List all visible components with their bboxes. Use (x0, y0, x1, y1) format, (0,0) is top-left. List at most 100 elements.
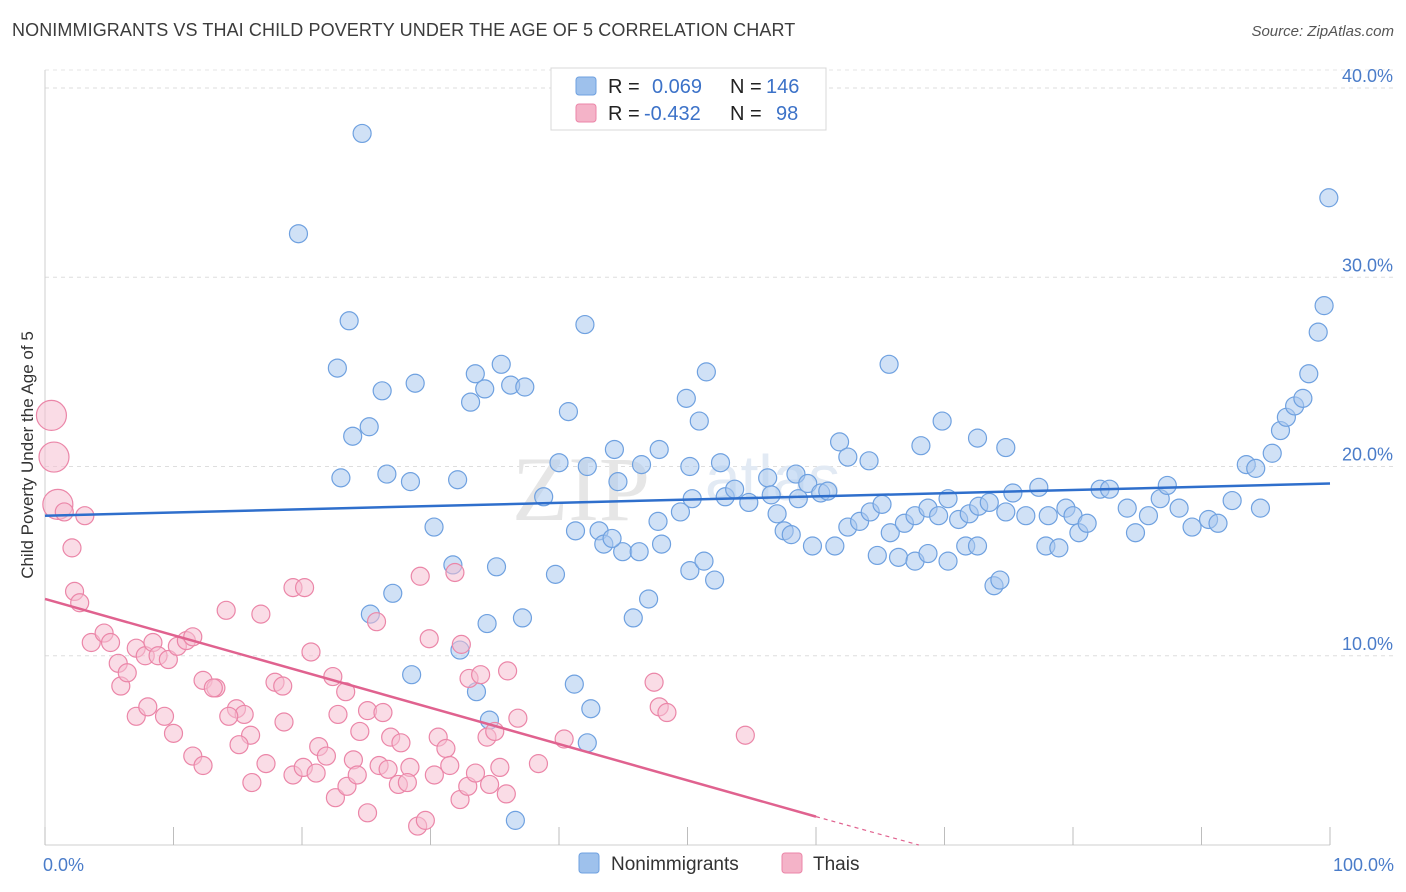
thais-point-31 (301, 642, 321, 662)
nonimmigrants-point-126 (967, 536, 988, 556)
x-tick-label-0: 0.0% (43, 855, 84, 875)
nonimmigrants-point-116 (705, 570, 725, 590)
thais-point-42 (391, 733, 411, 753)
nonimmigrants-point-115 (694, 551, 714, 571)
legend-n-label-0: N = (730, 76, 762, 98)
nonimmigrants-point-74 (1038, 506, 1058, 526)
thais-point-90 (496, 784, 516, 804)
thais-point-34 (328, 704, 348, 725)
thais-point-39 (366, 612, 387, 632)
x-tick-label-100: 100.0% (1333, 855, 1394, 875)
nonimmigrants-point-117 (781, 525, 801, 545)
thais-point-92 (528, 754, 549, 774)
thais-point-73 (316, 746, 337, 766)
thais-point-85 (440, 755, 460, 776)
nonimmigrants-point-118 (802, 536, 823, 556)
legend-r-label-0: R = (608, 76, 640, 98)
nonimmigrants-point-18 (558, 402, 579, 422)
thais-point-84 (424, 765, 444, 785)
nonimmigrants-point-14 (879, 354, 899, 374)
legend-swatch-thais (575, 103, 597, 123)
nonimmigrants-point-11 (465, 364, 485, 384)
nonimmigrants-point-119 (825, 536, 845, 556)
y-tick-label-40: 40.0% (1342, 66, 1393, 86)
nonimmigrants-point-85 (1157, 475, 1177, 496)
thais-point-64 (203, 678, 223, 698)
thais-point-66 (229, 735, 249, 755)
nonimmigrants-point-114 (680, 560, 700, 581)
nonimmigrants-point-138 (564, 674, 584, 694)
bottom-legend-label-nonimmigrants: Nonimmigrants (611, 854, 739, 875)
nonimmigrants-point-94 (1262, 443, 1282, 463)
thais-point-57 (117, 663, 137, 683)
thais-trend-extension (815, 816, 919, 846)
nonimmigrants-point-13 (696, 362, 716, 382)
nonimmigrants-point-38 (577, 456, 597, 477)
legend-box: R = 0.069 N = 146 R = -0.432 N = 98 (550, 67, 827, 131)
thais-point-26 (251, 604, 271, 624)
nonimmigrants-point-113 (651, 534, 672, 554)
legend-n-value-1: 98 (776, 103, 798, 125)
chart-title: NONIMMIGRANTS VS THAI CHILD POVERTY UNDE… (12, 20, 796, 40)
nonimmigrants-point-23 (996, 437, 1016, 458)
thais-point-51 (471, 665, 491, 685)
thais-point-65 (219, 706, 239, 726)
nonimmigrants-point-37 (448, 470, 468, 490)
nonimmigrants-point-25 (838, 447, 858, 467)
legend-n-label-1: N = (730, 103, 762, 125)
nonimmigrants-point-121 (888, 547, 909, 567)
legend-r-value-1: -0.432 (644, 103, 701, 125)
nonimmigrants-point-34 (331, 468, 351, 488)
nonimmigrants-point-4 (327, 358, 347, 378)
thais-point-81 (397, 772, 417, 793)
nonimmigrants-point-20 (829, 432, 850, 452)
thais-point-37 (350, 721, 370, 742)
thais-point-55 (498, 661, 518, 681)
nonimmigrants-point-53 (788, 489, 808, 509)
nonimmigrants-point-9 (515, 377, 535, 397)
thais-point-67 (242, 772, 262, 793)
legend-r-label-1: R = (608, 103, 640, 125)
nonimmigrants-point-135 (402, 665, 422, 685)
nonimmigrants-point-124 (938, 551, 958, 571)
nonimmigrants-point-10 (475, 379, 495, 399)
bottom-legend: Nonimmigrants Thais (578, 852, 859, 875)
nonimmigrants-point-107 (477, 613, 497, 634)
nonimmigrants-point-101 (1314, 296, 1334, 316)
thais-point-96 (657, 702, 677, 723)
thais-point-88 (465, 763, 486, 783)
nonimmigrants-point-35 (377, 464, 397, 484)
thais-point-89 (480, 774, 500, 795)
thais-point-77 (357, 803, 378, 823)
nonimmigrants-point-130 (1049, 538, 1069, 558)
thais-point-22 (216, 600, 236, 620)
thais-point-91 (508, 708, 528, 728)
nonimmigrants-point-41 (549, 453, 569, 473)
nonimmigrants-point-51 (767, 504, 787, 524)
nonimmigrants-point-72 (1016, 506, 1036, 526)
nonimmigrants-point-93 (1250, 498, 1271, 518)
nonimmigrants-point-64 (929, 506, 949, 526)
legend-r-value-0: 0.069 (652, 76, 702, 98)
nonimmigrants-point-31 (758, 468, 778, 488)
nonimmigrants-point-21 (932, 411, 952, 431)
nonimmigrants-point-12 (676, 388, 696, 408)
nonimmigrants-point-33 (798, 473, 818, 494)
nonimmigrants-point-48 (725, 479, 745, 499)
thais-point-72 (306, 763, 326, 783)
nonimmigrants-point-112 (629, 542, 649, 562)
nonimmigrants-point-123 (918, 543, 938, 564)
nonimmigrants-point-42 (534, 487, 554, 507)
thais-point-10 (100, 632, 121, 653)
thais-point-44 (410, 566, 430, 586)
thais-point-59 (138, 697, 158, 717)
x-ticks (44, 827, 1331, 845)
nonimmigrants-point-92 (1246, 458, 1266, 478)
nonimmigrants-point-128 (990, 570, 1010, 590)
nonimmigrants-point-139 (581, 699, 601, 719)
thais-point-48 (445, 562, 465, 583)
nonimmigrants-point-143 (623, 608, 643, 628)
thais-point-47 (436, 738, 456, 759)
nonimmigrants-point-16 (460, 392, 481, 412)
nonimmigrants-point-40 (631, 455, 652, 475)
